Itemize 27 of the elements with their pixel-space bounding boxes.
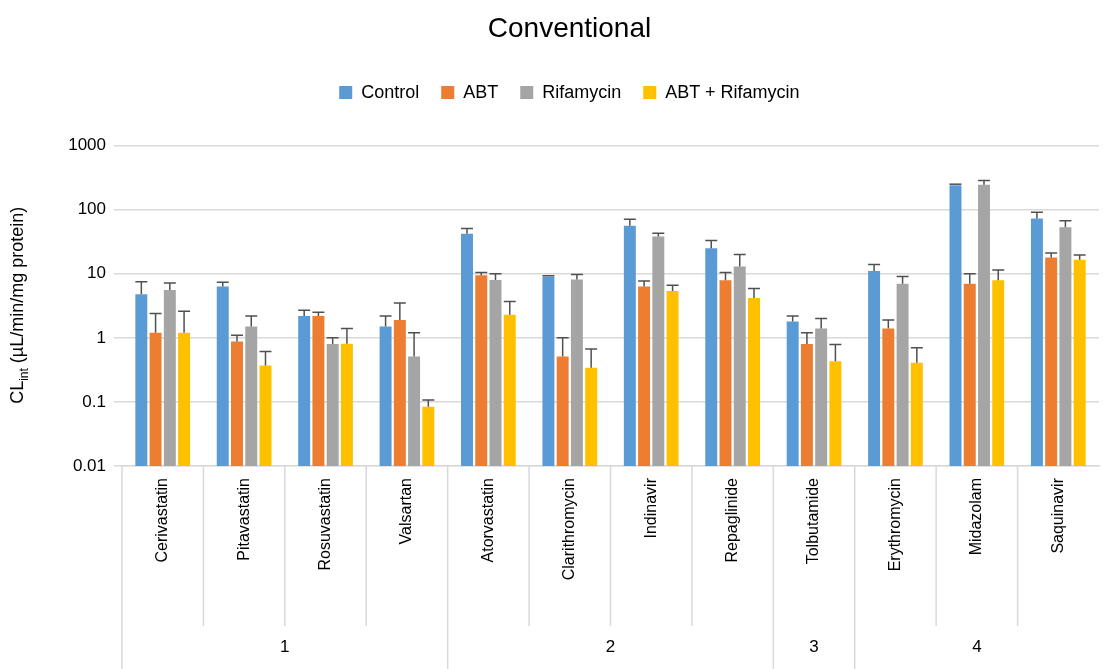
y-tick-label: 1 — [96, 327, 106, 347]
x-tick-label: Midazolam — [967, 478, 985, 556]
text: 4 — [972, 637, 982, 657]
legend-label: Control — [361, 81, 420, 102]
text: 3 — [809, 637, 819, 657]
x-tick-label: Rosuvastatin — [315, 478, 333, 571]
y-tick-label: 100 — [77, 199, 106, 219]
legend-label: ABT + Rifamycin — [665, 81, 800, 102]
x-tick-label: Valsartan — [397, 478, 415, 545]
y-tick-label: 0.01 — [72, 455, 106, 475]
x-tick-label: Cerivastatin — [153, 478, 171, 563]
x-tick-label: Erythromycin — [885, 478, 903, 572]
x-tick-label: Pitavastatin — [234, 478, 252, 561]
x-tick-label: Indinavir — [641, 477, 659, 539]
legend-label: ABT — [463, 81, 499, 102]
x-tick-label: Repaglinide — [723, 477, 741, 563]
x-tick-label: Saquinavir — [1048, 477, 1066, 554]
chart-title: Conventional — [487, 11, 652, 43]
x-tick-label: Atorvastatin — [478, 478, 496, 563]
legend-label: Rifamycin — [542, 81, 622, 102]
y-tick-label: 10 — [87, 263, 106, 283]
x-tick-label: Tolbutamide — [804, 477, 822, 565]
y-tick-label: 0.1 — [82, 391, 106, 411]
x-tick-label: Clarithromycin — [560, 478, 578, 581]
text: 1 — [280, 637, 290, 657]
text: 2 — [605, 637, 616, 657]
y-tick-label: 1000 — [68, 135, 106, 155]
